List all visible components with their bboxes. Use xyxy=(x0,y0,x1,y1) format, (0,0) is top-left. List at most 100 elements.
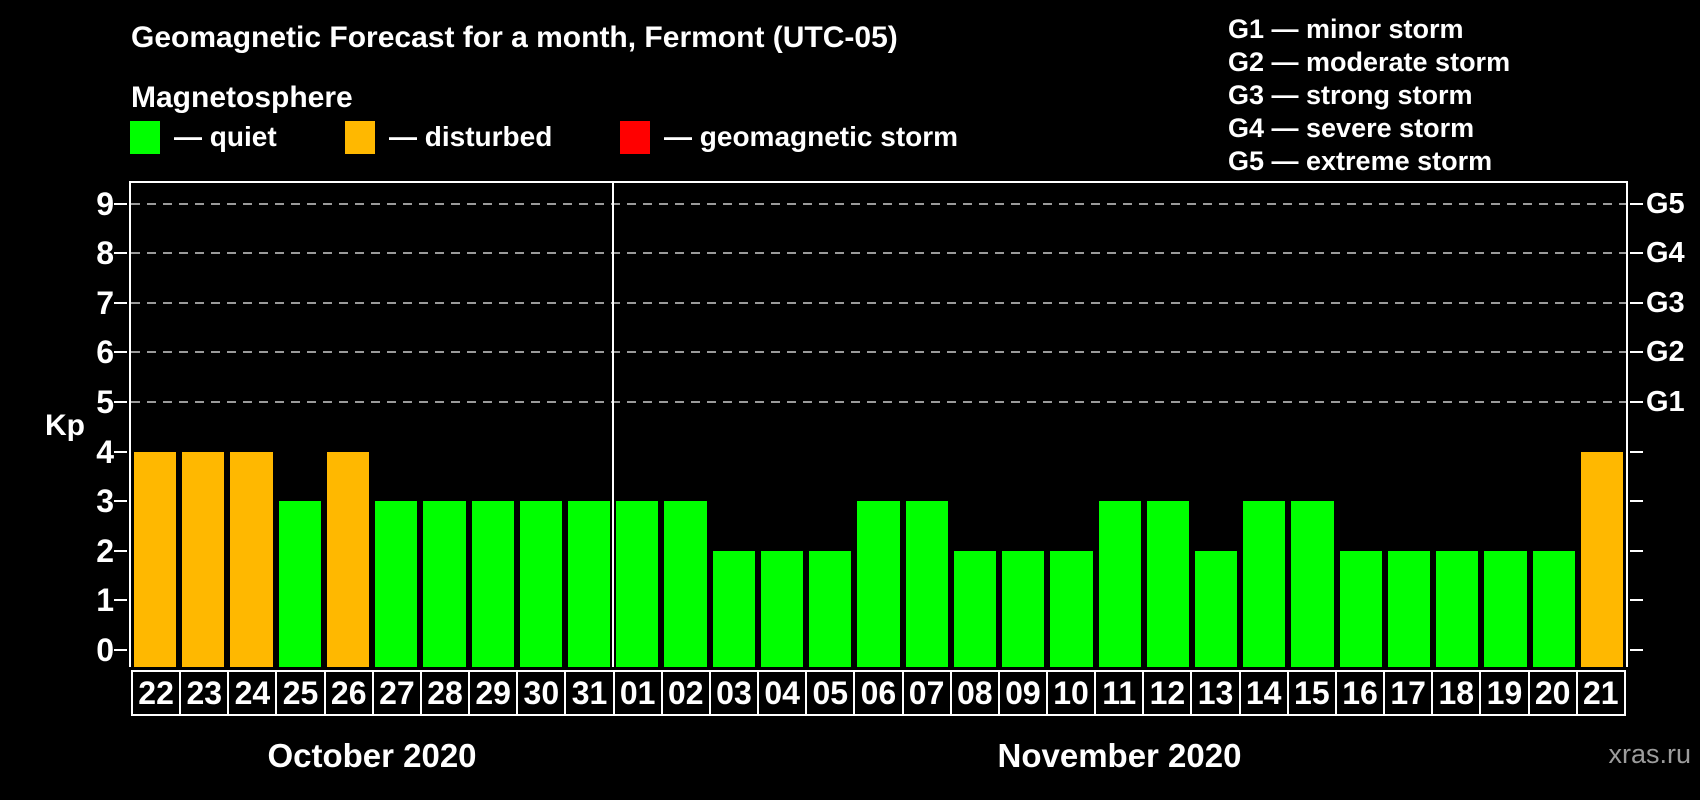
kp-gridline xyxy=(131,301,1626,304)
kp-bar xyxy=(760,550,804,667)
plot-area xyxy=(114,181,1643,667)
date-cell: 24 xyxy=(227,670,278,716)
kp-bar xyxy=(1050,550,1093,667)
month-label-october: October 2020 xyxy=(267,737,477,774)
right-axis-tick xyxy=(1630,450,1643,453)
kp-bar xyxy=(182,451,225,667)
date-cell: 19 xyxy=(1479,670,1530,716)
kp-tick-label: 9 xyxy=(96,185,114,222)
right-axis-tick xyxy=(1630,401,1643,403)
kp-bar xyxy=(905,501,948,667)
left-axis-tick xyxy=(114,599,127,602)
date-cell: 29 xyxy=(468,670,519,716)
right-axis-tick xyxy=(1630,202,1643,205)
kp-tick-label: 7 xyxy=(96,284,114,321)
legend-item-disturbed: — disturbed xyxy=(345,120,552,154)
date-cell: 05 xyxy=(805,670,856,716)
kp-tick-label: 0 xyxy=(96,632,114,668)
kp-bar xyxy=(712,550,755,667)
date-cell: 18 xyxy=(1431,670,1482,716)
date-axis-row: 22 23 24 25 26 27 28 29 30 31 01 02 03 04 05 06 07 08 09 10… xyxy=(131,670,1626,716)
kp-tick-label: 2 xyxy=(96,532,114,569)
right-axis-tick xyxy=(1630,549,1643,552)
quiet-color-swatch xyxy=(130,120,160,154)
storm-scale-line-g4: G4 — severe storm xyxy=(1228,113,1475,143)
date-cell: 09 xyxy=(997,670,1048,716)
g-scale-label: G5 xyxy=(1646,187,1685,220)
left-axis-tick xyxy=(114,450,127,453)
kp-bar xyxy=(616,501,659,667)
storm-scale-line-g5: G5 — extreme storm xyxy=(1228,146,1493,176)
date-cell: 08 xyxy=(949,670,1000,716)
date-cell: 12 xyxy=(1142,670,1193,716)
right-axis-tick xyxy=(1630,500,1643,503)
right-axis-tick xyxy=(1630,252,1643,255)
left-axis-tick xyxy=(114,351,127,354)
kp-bar xyxy=(471,501,514,667)
kp-gridline xyxy=(131,351,1626,354)
kp-bar xyxy=(134,451,177,667)
left-axis-tick xyxy=(114,549,127,552)
date-cell: 22 xyxy=(131,670,182,716)
kp-gridline xyxy=(131,252,1626,255)
kp-bar xyxy=(519,501,563,667)
g-scale-label: G2 xyxy=(1646,336,1685,369)
kp-bar xyxy=(375,501,418,667)
kp-bar xyxy=(953,550,997,667)
g-scale-label: G3 xyxy=(1646,286,1685,319)
left-axis-tick xyxy=(114,649,127,651)
kp-bar xyxy=(1484,550,1527,667)
kp-tick-label: 8 xyxy=(96,235,114,272)
page-title: Geomagnetic Forecast for a month, Fermon… xyxy=(131,21,898,54)
date-cell: 11 xyxy=(1094,670,1145,716)
kp-bar xyxy=(1339,550,1382,667)
right-axis-tick xyxy=(1630,649,1643,651)
date-cell: 28 xyxy=(419,670,471,716)
g-scale-label: G1 xyxy=(1646,386,1685,418)
storm-scale-line-g3: G3 — strong storm xyxy=(1228,80,1473,110)
date-cell: 17 xyxy=(1383,670,1434,716)
kp-gridline xyxy=(131,202,1626,205)
kp-tick-label: 3 xyxy=(96,483,114,520)
kp-tick-label: 1 xyxy=(96,582,114,619)
storm-color-swatch xyxy=(620,120,650,154)
kp-bar xyxy=(1002,550,1045,667)
legend-item-quiet: — quiet xyxy=(130,120,277,154)
left-axis-tick xyxy=(114,401,127,403)
kp-bar xyxy=(1098,501,1141,667)
date-cell: 25 xyxy=(275,670,326,716)
legend-label: — disturbed xyxy=(389,121,553,152)
date-cell: 26 xyxy=(323,670,374,716)
kp-bar xyxy=(1436,550,1479,667)
kp-tick-label: 6 xyxy=(96,334,114,371)
left-axis-tick xyxy=(114,252,127,255)
date-cell: 03 xyxy=(708,670,760,716)
legend-item-storm: — geomagnetic storm xyxy=(620,120,958,154)
kp-bar xyxy=(278,501,321,667)
kp-bar xyxy=(809,550,852,667)
kp-bar xyxy=(1194,550,1238,667)
kp-tick-label: 5 xyxy=(96,384,114,420)
right-axis-tick xyxy=(1630,351,1643,354)
legend-label: — geomagnetic storm xyxy=(664,121,959,152)
month-separator-line xyxy=(612,183,615,667)
date-cell: 27 xyxy=(371,670,422,716)
storm-scale-line-g2: G2 — moderate storm xyxy=(1228,47,1511,77)
kp-axis-title: Kp xyxy=(45,409,85,442)
kp-bar xyxy=(423,501,466,667)
kp-bar xyxy=(1532,550,1575,667)
kp-bar xyxy=(1580,451,1623,667)
kp-gridline xyxy=(131,401,1626,403)
legend-label: — quiet xyxy=(174,121,277,152)
date-cell: 20 xyxy=(1527,670,1578,716)
date-cell: 14 xyxy=(1238,670,1289,716)
date-cell: 23 xyxy=(179,670,230,716)
kp-bar xyxy=(230,451,273,667)
date-cell: 04 xyxy=(757,670,808,716)
right-axis-tick xyxy=(1630,599,1643,602)
date-cell: 21 xyxy=(1575,670,1626,716)
kp-bar xyxy=(1243,501,1286,667)
disturbed-color-swatch xyxy=(345,120,375,154)
month-label-november: November 2020 xyxy=(997,737,1242,774)
